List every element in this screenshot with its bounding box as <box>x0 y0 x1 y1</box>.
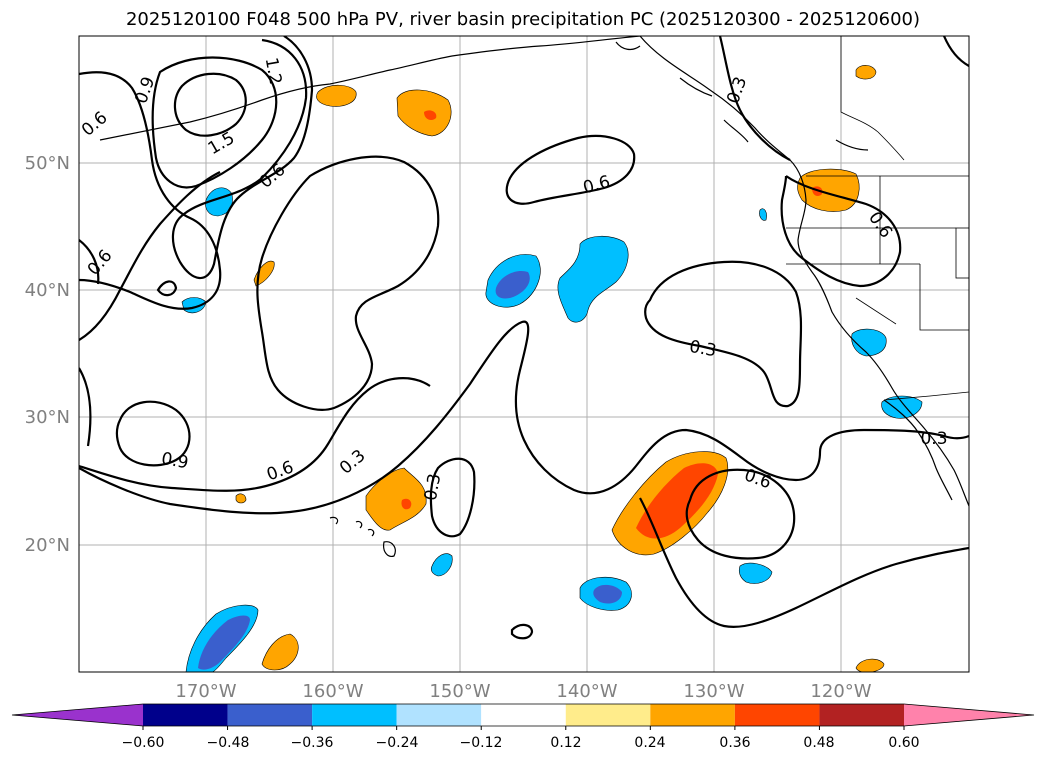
positive-anomaly <box>365 467 427 531</box>
coastlines <box>99 36 969 557</box>
colorbar-segment <box>650 704 735 726</box>
colorbar-tick-label: 0.36 <box>719 735 750 751</box>
lon-label-120w: 120°W <box>810 681 871 702</box>
colorbar-segment <box>396 704 482 726</box>
negative-anomaly <box>759 208 767 221</box>
border-box <box>955 227 969 279</box>
negative-anomaly <box>738 562 773 584</box>
colorbar-tick-labels: −0.60 −0.48 −0.36 −0.24 −0.12 0.12 0.24 … <box>122 735 920 751</box>
lon-axis: 170°W 160°W 150°W 140°W 130°W 120°W <box>175 681 871 702</box>
colorbar-tick-label: 0.12 <box>550 735 581 751</box>
negative-anomaly-strong <box>198 615 250 670</box>
pv-contour <box>780 175 902 288</box>
lon-label-160w: 160°W <box>302 681 363 702</box>
pv-contour <box>79 377 431 492</box>
contour-label: 0.3 <box>920 429 947 449</box>
positive-anomaly-strong <box>401 498 412 510</box>
colorbar-tick-label: −0.48 <box>207 735 250 751</box>
pv-contour <box>639 497 969 628</box>
lon-label-170w: 170°W <box>175 681 236 702</box>
pv-contour <box>79 171 221 341</box>
borders <box>786 36 969 401</box>
colorbar-tick-label: −0.36 <box>291 735 334 751</box>
positive-anomaly <box>855 65 877 80</box>
border-states <box>786 176 969 331</box>
colorbar-tick-label: −0.12 <box>460 735 503 751</box>
colorbar-segments <box>11 703 1035 730</box>
pv-contour <box>79 367 92 447</box>
colorbar-segment <box>481 704 566 726</box>
pv-contour <box>510 623 534 640</box>
precip-shading <box>181 65 923 672</box>
pv-contour <box>151 56 278 189</box>
colorbar-tick-label: 0.60 <box>888 735 919 751</box>
colorbar-segment <box>143 704 228 726</box>
contour-label: 0.3 <box>688 337 718 361</box>
positive-anomaly <box>316 84 357 107</box>
positive-anomaly-strong <box>424 110 437 120</box>
positive-anomaly-strong <box>636 463 718 539</box>
coastline-islands <box>615 41 869 151</box>
pv-contour <box>171 36 314 280</box>
coastline-aleutians <box>99 36 641 141</box>
positive-anomaly <box>235 493 247 504</box>
pv-contour <box>505 134 636 205</box>
pv-contour <box>79 239 100 285</box>
pv-contour <box>644 260 803 408</box>
lat-label-50n: 50°N <box>25 153 70 174</box>
negative-anomaly-strong <box>593 584 622 604</box>
figure-title: 2025120100 F048 500 hPa PV, river basin … <box>126 9 920 30</box>
pv-contour <box>173 72 247 137</box>
negative-anomaly <box>430 553 453 577</box>
pv-contour <box>156 280 178 297</box>
negative-anomaly <box>851 328 887 357</box>
contour-label: 0.3 <box>421 472 445 502</box>
colorbar-tick-label: −0.24 <box>376 735 419 751</box>
colorbar-tick-label: −0.60 <box>122 735 165 751</box>
map-panel: 0.9 1.2 0.6 1.5 0.6 0.6 0.3 0.6 0.6 0.3 … <box>78 35 970 673</box>
lon-label-150w: 150°W <box>429 681 490 702</box>
coastline-alaska <box>639 36 969 507</box>
map-frame <box>78 35 970 673</box>
colorbar-tick-label: 0.48 <box>803 735 834 751</box>
colorbar-segment <box>565 704 651 726</box>
gridlines <box>79 36 969 672</box>
pv-contour <box>256 155 440 411</box>
negative-anomaly <box>881 395 923 419</box>
border-alaska-canada <box>840 36 905 161</box>
colorbar-extend-low <box>12 704 143 726</box>
pv-contours <box>79 36 969 640</box>
lat-label-30n: 30°N <box>25 407 70 428</box>
pv-contour <box>429 457 476 538</box>
pv-contour <box>685 468 796 560</box>
coastline-hawaii <box>329 516 396 557</box>
positive-anomaly <box>855 658 885 672</box>
pv-contour <box>79 71 222 310</box>
colorbar-tick-label: 0.24 <box>634 735 665 751</box>
pv-contour <box>79 320 969 515</box>
colorbar: −0.60 −0.48 −0.36 −0.24 −0.12 0.12 0.24 … <box>11 703 1035 751</box>
lon-label-130w: 130°W <box>683 681 744 702</box>
colorbar-segment <box>734 704 820 726</box>
negative-anomaly-strong <box>495 270 530 299</box>
lat-label-40n: 40°N <box>25 280 70 301</box>
coastline-baja <box>883 399 953 501</box>
pv-contour <box>718 36 791 161</box>
colorbar-segment <box>819 704 904 726</box>
lat-label-20n: 20°N <box>25 535 70 556</box>
colorbar-segment <box>227 704 313 726</box>
pv-contour <box>115 400 191 467</box>
contour-label: 0.9 <box>160 449 190 473</box>
colorbar-extend-high <box>904 704 1034 726</box>
contour-label: 1.2 <box>261 56 285 86</box>
colorbar-segment <box>312 704 397 726</box>
lon-label-140w: 140°W <box>556 681 617 702</box>
negative-anomaly <box>557 235 629 323</box>
positive-anomaly <box>797 168 860 212</box>
lat-axis: 50°N 40°N 30°N 20°N <box>25 153 70 556</box>
pv-contour <box>942 36 969 67</box>
positive-anomaly <box>261 633 299 671</box>
border-us-mexico <box>883 391 969 401</box>
